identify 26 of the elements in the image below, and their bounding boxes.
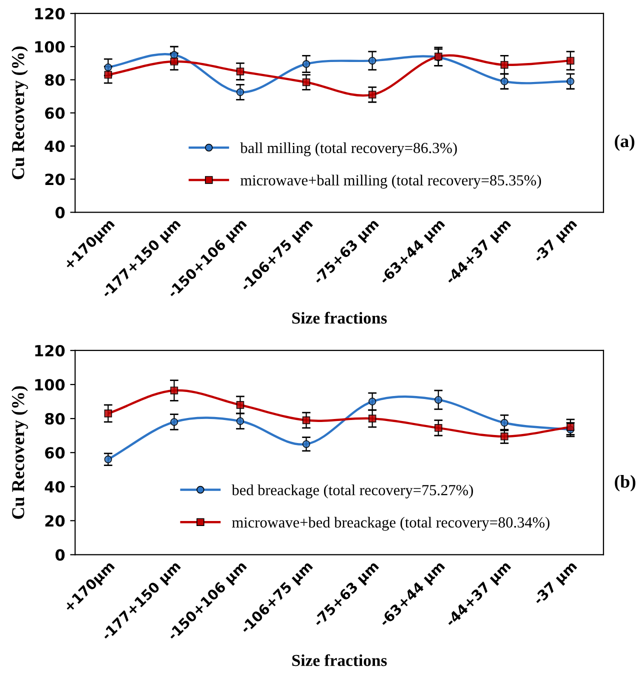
y-axis-title: Cu Recovery (%) bbox=[12, 386, 28, 519]
legend-label: bed breackage (total recovery=75.27%) bbox=[232, 484, 473, 498]
x-axis-title: Size fractions bbox=[292, 654, 387, 666]
y-tick-label: 0 bbox=[55, 549, 65, 561]
x-tick-label: -37 µm bbox=[532, 560, 580, 608]
legend-label: ball milling (total recovery=86.3%) bbox=[240, 142, 457, 156]
legend-label: microwave+bed breackage (total recovery=80.34%) bbox=[232, 516, 550, 531]
text: (a) bbox=[614, 134, 634, 151]
y-tick-label: 40 bbox=[44, 140, 65, 152]
y-tick-label: 20 bbox=[45, 174, 65, 186]
y-tick-label: 100 bbox=[35, 41, 65, 53]
x-tick-label: -37 µm bbox=[532, 218, 580, 265]
y-tick-label: 60 bbox=[45, 447, 65, 459]
y-tick-label: 80 bbox=[45, 413, 65, 425]
x-axis-title: Size fractions bbox=[292, 312, 387, 324]
text: (b) bbox=[614, 475, 636, 492]
y-tick-label: 0 bbox=[55, 206, 65, 218]
y-tick-label: 100 bbox=[35, 378, 65, 391]
y-tick-label: 40 bbox=[44, 481, 65, 493]
y-axis-title: Cu Recovery (%) bbox=[12, 46, 28, 180]
y-tick-label: 120 bbox=[35, 344, 65, 356]
y-tick-label: 80 bbox=[45, 74, 65, 86]
legend-label: microwave+ball milling (total recovery=85.35%) bbox=[240, 174, 541, 189]
y-tick-label: 20 bbox=[45, 515, 65, 527]
y-tick-label: 120 bbox=[35, 8, 65, 20]
y-tick-label: 60 bbox=[45, 107, 65, 119]
